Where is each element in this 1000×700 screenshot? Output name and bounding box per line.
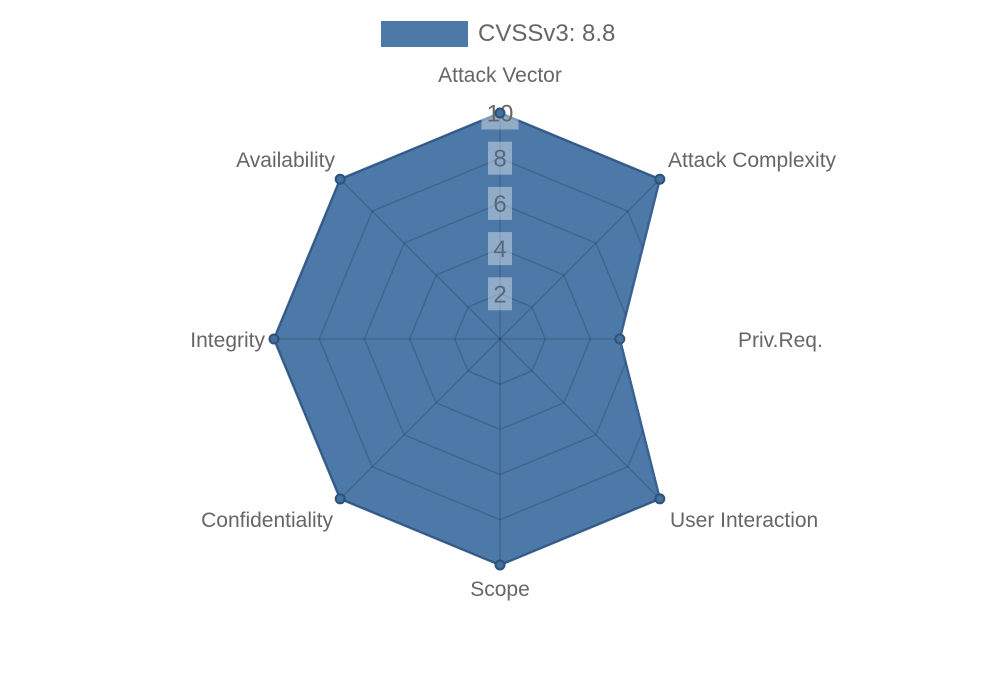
- tick-backdrop: [488, 277, 512, 311]
- grid-ring: [453, 292, 547, 386]
- axis-label-confidentiality: Confidentiality: [201, 509, 333, 532]
- axis-label-scope: Scope: [470, 578, 530, 601]
- radar-point[interactable]: [614, 333, 626, 345]
- radar-point[interactable]: [494, 107, 506, 119]
- radar-points[interactable]: [268, 107, 666, 571]
- axis-label-availability: Availability: [236, 149, 335, 172]
- radar-point[interactable]: [334, 493, 346, 505]
- axis-label-priv-req: Priv.Req.: [738, 329, 823, 352]
- grid-ring: [408, 247, 592, 431]
- tick-backdrop: [488, 232, 512, 266]
- axis-label-attack-vector: Attack Vector: [438, 64, 562, 87]
- tick-label: 8: [493, 146, 506, 173]
- tick-label: 6: [493, 191, 506, 218]
- axis-label-attack-complexity: Attack Complexity: [668, 149, 837, 172]
- radar-point[interactable]: [268, 333, 280, 345]
- axis-label-user-interaction: User Interaction: [670, 509, 818, 532]
- radar-point[interactable]: [654, 173, 666, 185]
- radar-point[interactable]: [334, 173, 346, 185]
- radar-axis-labels: Attack Vector Attack Complexity Priv.Req…: [190, 64, 836, 601]
- legend-label: CVSSv3: 8.8: [478, 20, 616, 47]
- grid-spoke: [339, 338, 501, 500]
- radar-point[interactable]: [494, 559, 506, 571]
- grid-ring: [363, 202, 637, 476]
- tick-label: 2: [493, 281, 506, 308]
- tick-backdrop: [488, 141, 512, 175]
- legend-swatch: [381, 21, 468, 47]
- grid-spoke: [499, 338, 660, 500]
- legend-item[interactable]: CVSSv3: 8.8: [381, 20, 616, 47]
- grid-spoke: [499, 178, 660, 340]
- radar-point[interactable]: [654, 493, 666, 505]
- tick-backdrop: [488, 186, 512, 220]
- grid-spoke: [339, 178, 501, 340]
- axis-label-integrity: Integrity: [190, 329, 265, 352]
- tick-label: 4: [493, 236, 506, 263]
